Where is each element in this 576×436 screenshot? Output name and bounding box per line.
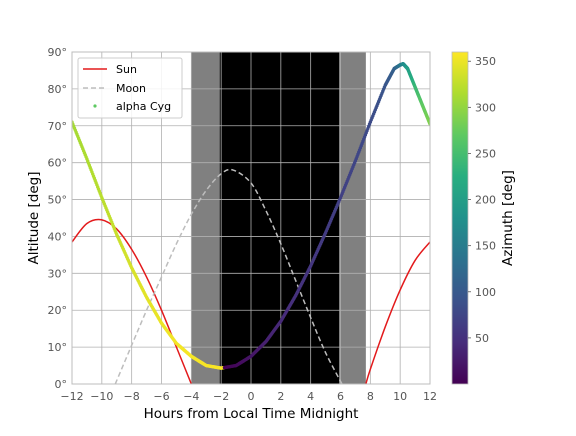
series-layer xyxy=(72,62,430,384)
x-tick-label: 2 xyxy=(277,390,284,403)
x-tick-label: −2 xyxy=(213,390,229,403)
legend-box xyxy=(77,57,183,119)
x-tick-label: 12 xyxy=(423,390,437,403)
colorbar-tick-label: 200 xyxy=(475,194,496,207)
colorbar-tick-label: 250 xyxy=(475,147,496,160)
x-ticks: −12 −10 −8 −6 −4 −2 0 2 4 6 8 10 12 xyxy=(60,390,437,403)
y-tick-label: 60° xyxy=(48,157,68,170)
band-gray-2 xyxy=(339,52,366,384)
colorbar-tick-label: 100 xyxy=(475,286,496,299)
x-axis-label: Hours from Local Time Midnight xyxy=(144,406,359,422)
colorbar-ticks: 50 100 150 200 250 300 350 xyxy=(468,55,496,345)
y-tick-label: 50° xyxy=(48,194,68,207)
y-tick-label: 0° xyxy=(55,378,68,391)
x-tick-label: −10 xyxy=(90,390,113,403)
y-axis-label: Altitude [deg] xyxy=(26,171,42,264)
colorbar: 50 100 150 200 250 300 350 Azimuth [deg] xyxy=(451,51,516,385)
colorbar-label: Azimuth [deg] xyxy=(500,170,516,266)
x-tick-label: −6 xyxy=(153,390,169,403)
y-tick-label: 80° xyxy=(48,83,68,96)
colorbar-tick-label: 300 xyxy=(475,101,496,114)
y-tick-label: 10° xyxy=(48,341,68,354)
moon-line xyxy=(114,168,343,384)
sun-line xyxy=(365,241,430,384)
colorbar-tick-label: 50 xyxy=(475,332,489,345)
legend-alpha-cyg-label: alpha Cyg xyxy=(116,100,171,113)
x-tick-label: −8 xyxy=(124,390,140,403)
y-tick-label: 40° xyxy=(48,230,68,243)
x-tick-label: 10 xyxy=(393,390,407,403)
colorbar-tick-label: 150 xyxy=(475,240,496,253)
y-ticks: 0° 10° 20° 30° 40° 50° 60° 70° 80° 90° xyxy=(48,46,68,391)
x-tick-label: 8 xyxy=(367,390,374,403)
x-tick-label: 4 xyxy=(307,390,314,403)
legend-moon-label: Moon xyxy=(116,82,146,95)
y-tick-label: 70° xyxy=(48,120,68,133)
legend-alpha-cyg-swatch xyxy=(93,104,97,108)
x-tick-label: 6 xyxy=(337,390,344,403)
plot-frame xyxy=(71,51,431,385)
legend-sun-label: Sun xyxy=(116,63,137,76)
x-tick-label: −4 xyxy=(183,390,199,403)
y-tick-label: 90° xyxy=(48,46,68,59)
y-tick-label: 20° xyxy=(48,304,68,317)
twilight-bands xyxy=(191,52,366,384)
band-gray-0 xyxy=(191,52,220,384)
x-tick-label: 0 xyxy=(248,390,255,403)
legend: Sun Moon alpha Cyg xyxy=(77,57,183,119)
band-night-1 xyxy=(219,52,340,384)
y-tick-label: 30° xyxy=(48,267,68,280)
colorbar-scale xyxy=(451,51,469,385)
colorbar-tick-label: 350 xyxy=(475,55,496,68)
x-tick-label: −12 xyxy=(60,390,83,403)
